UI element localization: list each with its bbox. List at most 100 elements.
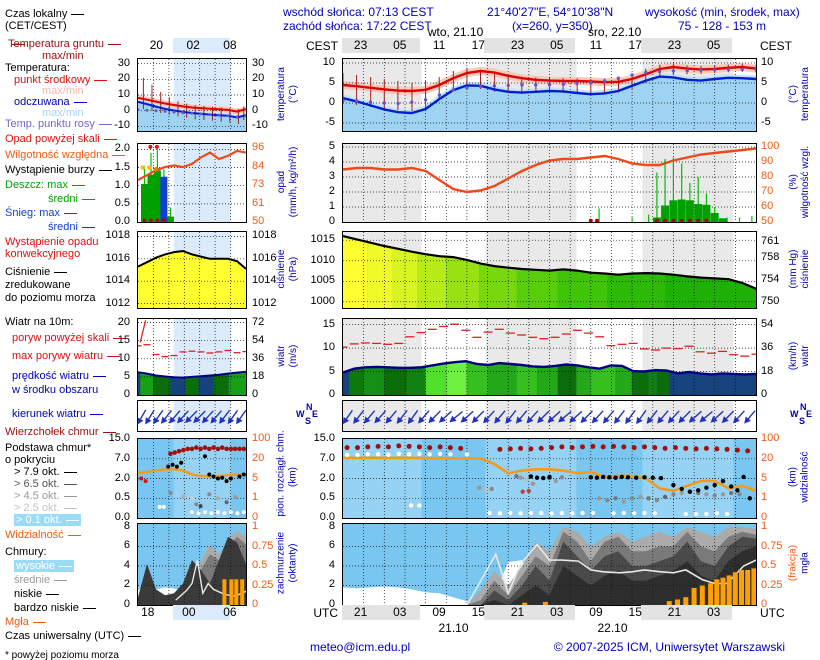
temp-main-panel xyxy=(342,58,757,132)
legend-visibility: Widzialność xyxy=(5,529,81,541)
tick-label: 0.5 xyxy=(114,196,130,209)
legend-feels-maxmin: max/min xyxy=(42,107,84,119)
axis-line: (°C) xyxy=(288,85,299,103)
tick-label: 1.5 xyxy=(114,160,130,173)
tick-label: 73 xyxy=(252,177,265,190)
legend-pressure-2: zredukowane xyxy=(5,279,71,291)
tick-label: 15 xyxy=(322,317,335,330)
tick-label: 5 xyxy=(761,76,768,88)
tick-label: 1015 xyxy=(310,233,335,246)
axis-line: ciśnienie xyxy=(276,249,287,289)
tick-label: -5 xyxy=(325,116,335,128)
time-label: 05 xyxy=(393,38,407,52)
wind-mini-panel xyxy=(137,318,247,396)
night-band xyxy=(641,605,733,620)
tick-label: -10 xyxy=(252,119,268,132)
legend-pressure-1: Ciśnienie xyxy=(5,266,67,278)
wind-main-ticks-left: 15 10 5 0 xyxy=(300,317,338,400)
time-label: 21 xyxy=(667,605,682,619)
temp-mini-ticks-right: 30 20 10 0 -10 xyxy=(249,56,277,132)
time-label: 09 xyxy=(432,605,446,619)
tick-label: 0.0 xyxy=(114,511,130,523)
axis-line: (km) xyxy=(787,467,799,487)
tick-label: 84 xyxy=(252,160,265,173)
legend-okta-79: > 7.9 okt. xyxy=(14,466,77,478)
tick-label: 10 xyxy=(117,88,130,100)
tick-label: 0.5 xyxy=(114,491,130,504)
legend-clouds-high: wysokie xyxy=(14,560,75,572)
tick-label: 10 xyxy=(252,88,265,100)
time-label: 18 xyxy=(141,605,155,619)
tick-label: 30 xyxy=(252,56,265,69)
cest-label-right: CEST xyxy=(760,39,793,53)
pressure-mini-ticks-right: 1018 1016 1014 1012 xyxy=(249,229,277,308)
legend-wind-speed-2: w środku obszaru xyxy=(12,384,99,396)
wind-mini-chart xyxy=(138,319,246,395)
temp-main-chart xyxy=(343,59,756,131)
fog-axis-label-right: (frakcja) mgła xyxy=(788,523,812,604)
tick-label: 20 xyxy=(252,451,265,464)
time-label: 17 xyxy=(471,38,485,52)
legend-wind-speed-1: prędkość wiatru xyxy=(12,370,106,382)
compass-w: W xyxy=(296,409,305,419)
tick-label: 1014 xyxy=(252,274,277,287)
legend-clouds-low: niskie xyxy=(14,588,59,600)
tick-label: 90 xyxy=(761,155,774,167)
tick-label: 0.25 xyxy=(761,578,783,591)
tick-label: 100 xyxy=(761,432,780,444)
precip-main-chart xyxy=(343,144,756,222)
time-label: 08 xyxy=(223,38,237,52)
precip-main-ticks-right: 100 90 80 70 60 50 xyxy=(758,140,788,227)
tick-label: 18 xyxy=(761,364,774,377)
precip-main-ticks-left: 5 4 3 2 1 0 xyxy=(300,140,338,227)
time-label: 02 xyxy=(186,38,200,52)
precip-mini-chart xyxy=(138,144,246,222)
legend-okta-25: > 2.5 okt. xyxy=(14,502,77,514)
axis-line: (mm Hg) xyxy=(788,249,799,289)
cloudcover-mini-chart xyxy=(138,524,246,605)
tick-label: 2.0 xyxy=(319,471,335,484)
time-label: 03 xyxy=(393,605,407,619)
time-axis-top: 23 05 11 17 23 05 11 17 23 05 xyxy=(342,38,755,53)
time-label: 23 xyxy=(510,38,525,52)
time-label: 15 xyxy=(628,605,642,619)
winddir-mini-chart xyxy=(138,401,246,431)
legend-temp-mid: punkt środkowy xyxy=(14,74,107,86)
tick-label: 2.0 xyxy=(114,142,130,155)
tick-label: 72 xyxy=(252,315,265,328)
tick-label: 0 xyxy=(328,598,335,610)
night-band xyxy=(172,38,230,53)
tick-label: 1016 xyxy=(105,251,130,264)
tick-label: 2 xyxy=(328,185,335,197)
pressure-main-ticks-right: 761 758 754 750 xyxy=(758,231,788,307)
tick-label: 0.75 xyxy=(761,539,783,552)
altitude-label: wysokość (min, środek, max) xyxy=(645,5,800,19)
legend-utc: Czas uniwersalny (UTC) xyxy=(5,630,141,642)
tick-label: 1 xyxy=(761,491,768,504)
legend-rain-avg: średni xyxy=(48,193,95,205)
tick-label: 0 xyxy=(123,598,130,610)
night-band xyxy=(484,38,576,53)
time-axis-top-mini: 20 02 08 xyxy=(137,38,245,53)
winddir-mini-panel xyxy=(137,400,247,432)
tick-label: 20 xyxy=(117,72,130,85)
cloudext-mini-panel xyxy=(137,438,247,519)
compass-e: E xyxy=(805,409,812,419)
legend-rel-humidity: Wilgotność względna xyxy=(5,149,125,161)
pressure-main-panel xyxy=(342,231,757,309)
legend-snow-avg: średni xyxy=(48,221,95,233)
legend-convective-1: Wystąpienie opadu xyxy=(5,236,99,248)
compass-n: N xyxy=(800,402,807,412)
legend-local-time-2: (CET/CEST) xyxy=(5,20,67,32)
tick-label: 0 xyxy=(252,511,259,523)
legend-local-time: Czas lokalny xyxy=(5,8,84,20)
time-label: 11 xyxy=(432,38,446,52)
sunset-time: zachód słońca: 17:22 CEST xyxy=(283,19,432,33)
pressure-mini-panel xyxy=(137,231,247,309)
utc-label-right: UTC xyxy=(760,606,785,620)
compass-s: S xyxy=(305,416,312,426)
axis-line: widzialność xyxy=(799,451,811,503)
tick-label: 0 xyxy=(328,388,335,400)
wind-axis-label-right: (km/h) wiatr xyxy=(788,318,812,394)
precip-mini-ticks-right: 96 84 73 61 50 xyxy=(249,141,277,227)
